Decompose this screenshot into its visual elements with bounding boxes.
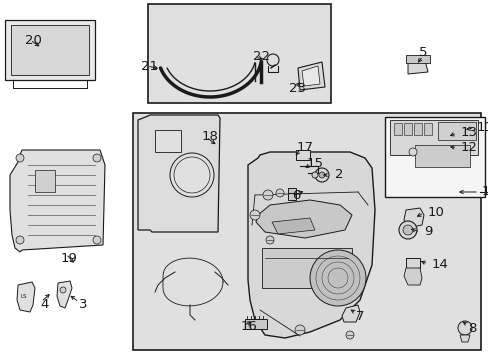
Text: 13: 13: [460, 126, 477, 139]
Text: 19: 19: [61, 252, 77, 265]
Text: 21: 21: [141, 59, 158, 72]
Bar: [414, 145, 469, 167]
Bar: [405, 258, 419, 268]
Circle shape: [16, 236, 24, 244]
Polygon shape: [302, 66, 319, 86]
Circle shape: [265, 236, 273, 244]
Text: 5: 5: [418, 45, 427, 58]
Circle shape: [408, 148, 416, 156]
Circle shape: [311, 172, 317, 178]
Text: 7: 7: [355, 310, 364, 323]
Polygon shape: [256, 200, 351, 238]
Circle shape: [457, 321, 471, 335]
Text: 6: 6: [291, 189, 300, 202]
Polygon shape: [247, 152, 374, 338]
Polygon shape: [17, 282, 35, 312]
Bar: [155, 130, 181, 152]
Bar: [244, 319, 266, 329]
Polygon shape: [10, 150, 105, 252]
Bar: [437, 122, 475, 140]
Polygon shape: [459, 335, 469, 342]
Text: 15: 15: [306, 157, 323, 171]
Text: 18: 18: [201, 130, 218, 144]
Text: 23: 23: [289, 81, 306, 94]
Circle shape: [60, 287, 66, 293]
Text: 16: 16: [240, 320, 257, 333]
Text: 4: 4: [41, 298, 49, 311]
Text: 3: 3: [79, 298, 87, 311]
Polygon shape: [138, 115, 220, 232]
Polygon shape: [271, 218, 314, 234]
Circle shape: [93, 236, 101, 244]
Circle shape: [170, 153, 214, 197]
Bar: [262, 248, 351, 288]
Polygon shape: [403, 268, 421, 285]
Circle shape: [16, 154, 24, 162]
Bar: [287, 188, 295, 200]
Circle shape: [314, 168, 328, 182]
Polygon shape: [341, 305, 359, 322]
Bar: [384, 117, 484, 197]
Bar: [11, 25, 89, 75]
Text: 22: 22: [252, 50, 269, 63]
Text: 10: 10: [427, 207, 444, 220]
Polygon shape: [403, 208, 423, 228]
Bar: [295, 150, 309, 160]
Text: 12: 12: [460, 141, 477, 154]
Circle shape: [275, 189, 284, 197]
Text: 14: 14: [431, 257, 448, 270]
Text: LS: LS: [20, 293, 27, 298]
Text: 17: 17: [296, 141, 313, 154]
Circle shape: [402, 225, 412, 235]
Circle shape: [263, 190, 272, 200]
Text: 9: 9: [423, 225, 431, 238]
Bar: [389, 120, 477, 155]
Bar: [5, 20, 95, 80]
Circle shape: [318, 172, 325, 178]
Polygon shape: [407, 60, 427, 74]
Bar: [133, 113, 480, 350]
Polygon shape: [297, 62, 325, 90]
Text: 11: 11: [476, 121, 488, 135]
Bar: [35, 170, 55, 192]
Bar: [413, 123, 421, 135]
Bar: [393, 123, 401, 135]
Text: 1: 1: [481, 185, 488, 198]
Bar: [423, 123, 431, 135]
Circle shape: [346, 331, 353, 339]
Text: 2: 2: [334, 168, 343, 181]
Circle shape: [174, 157, 209, 193]
Circle shape: [294, 325, 305, 335]
Circle shape: [266, 54, 279, 66]
Text: 8: 8: [467, 321, 475, 334]
Text: 20: 20: [24, 33, 41, 46]
Circle shape: [398, 221, 416, 239]
Circle shape: [93, 154, 101, 162]
Bar: [405, 55, 429, 63]
Bar: [148, 4, 330, 103]
Polygon shape: [57, 281, 72, 308]
Bar: [403, 123, 411, 135]
Circle shape: [309, 250, 365, 306]
Circle shape: [249, 210, 260, 220]
